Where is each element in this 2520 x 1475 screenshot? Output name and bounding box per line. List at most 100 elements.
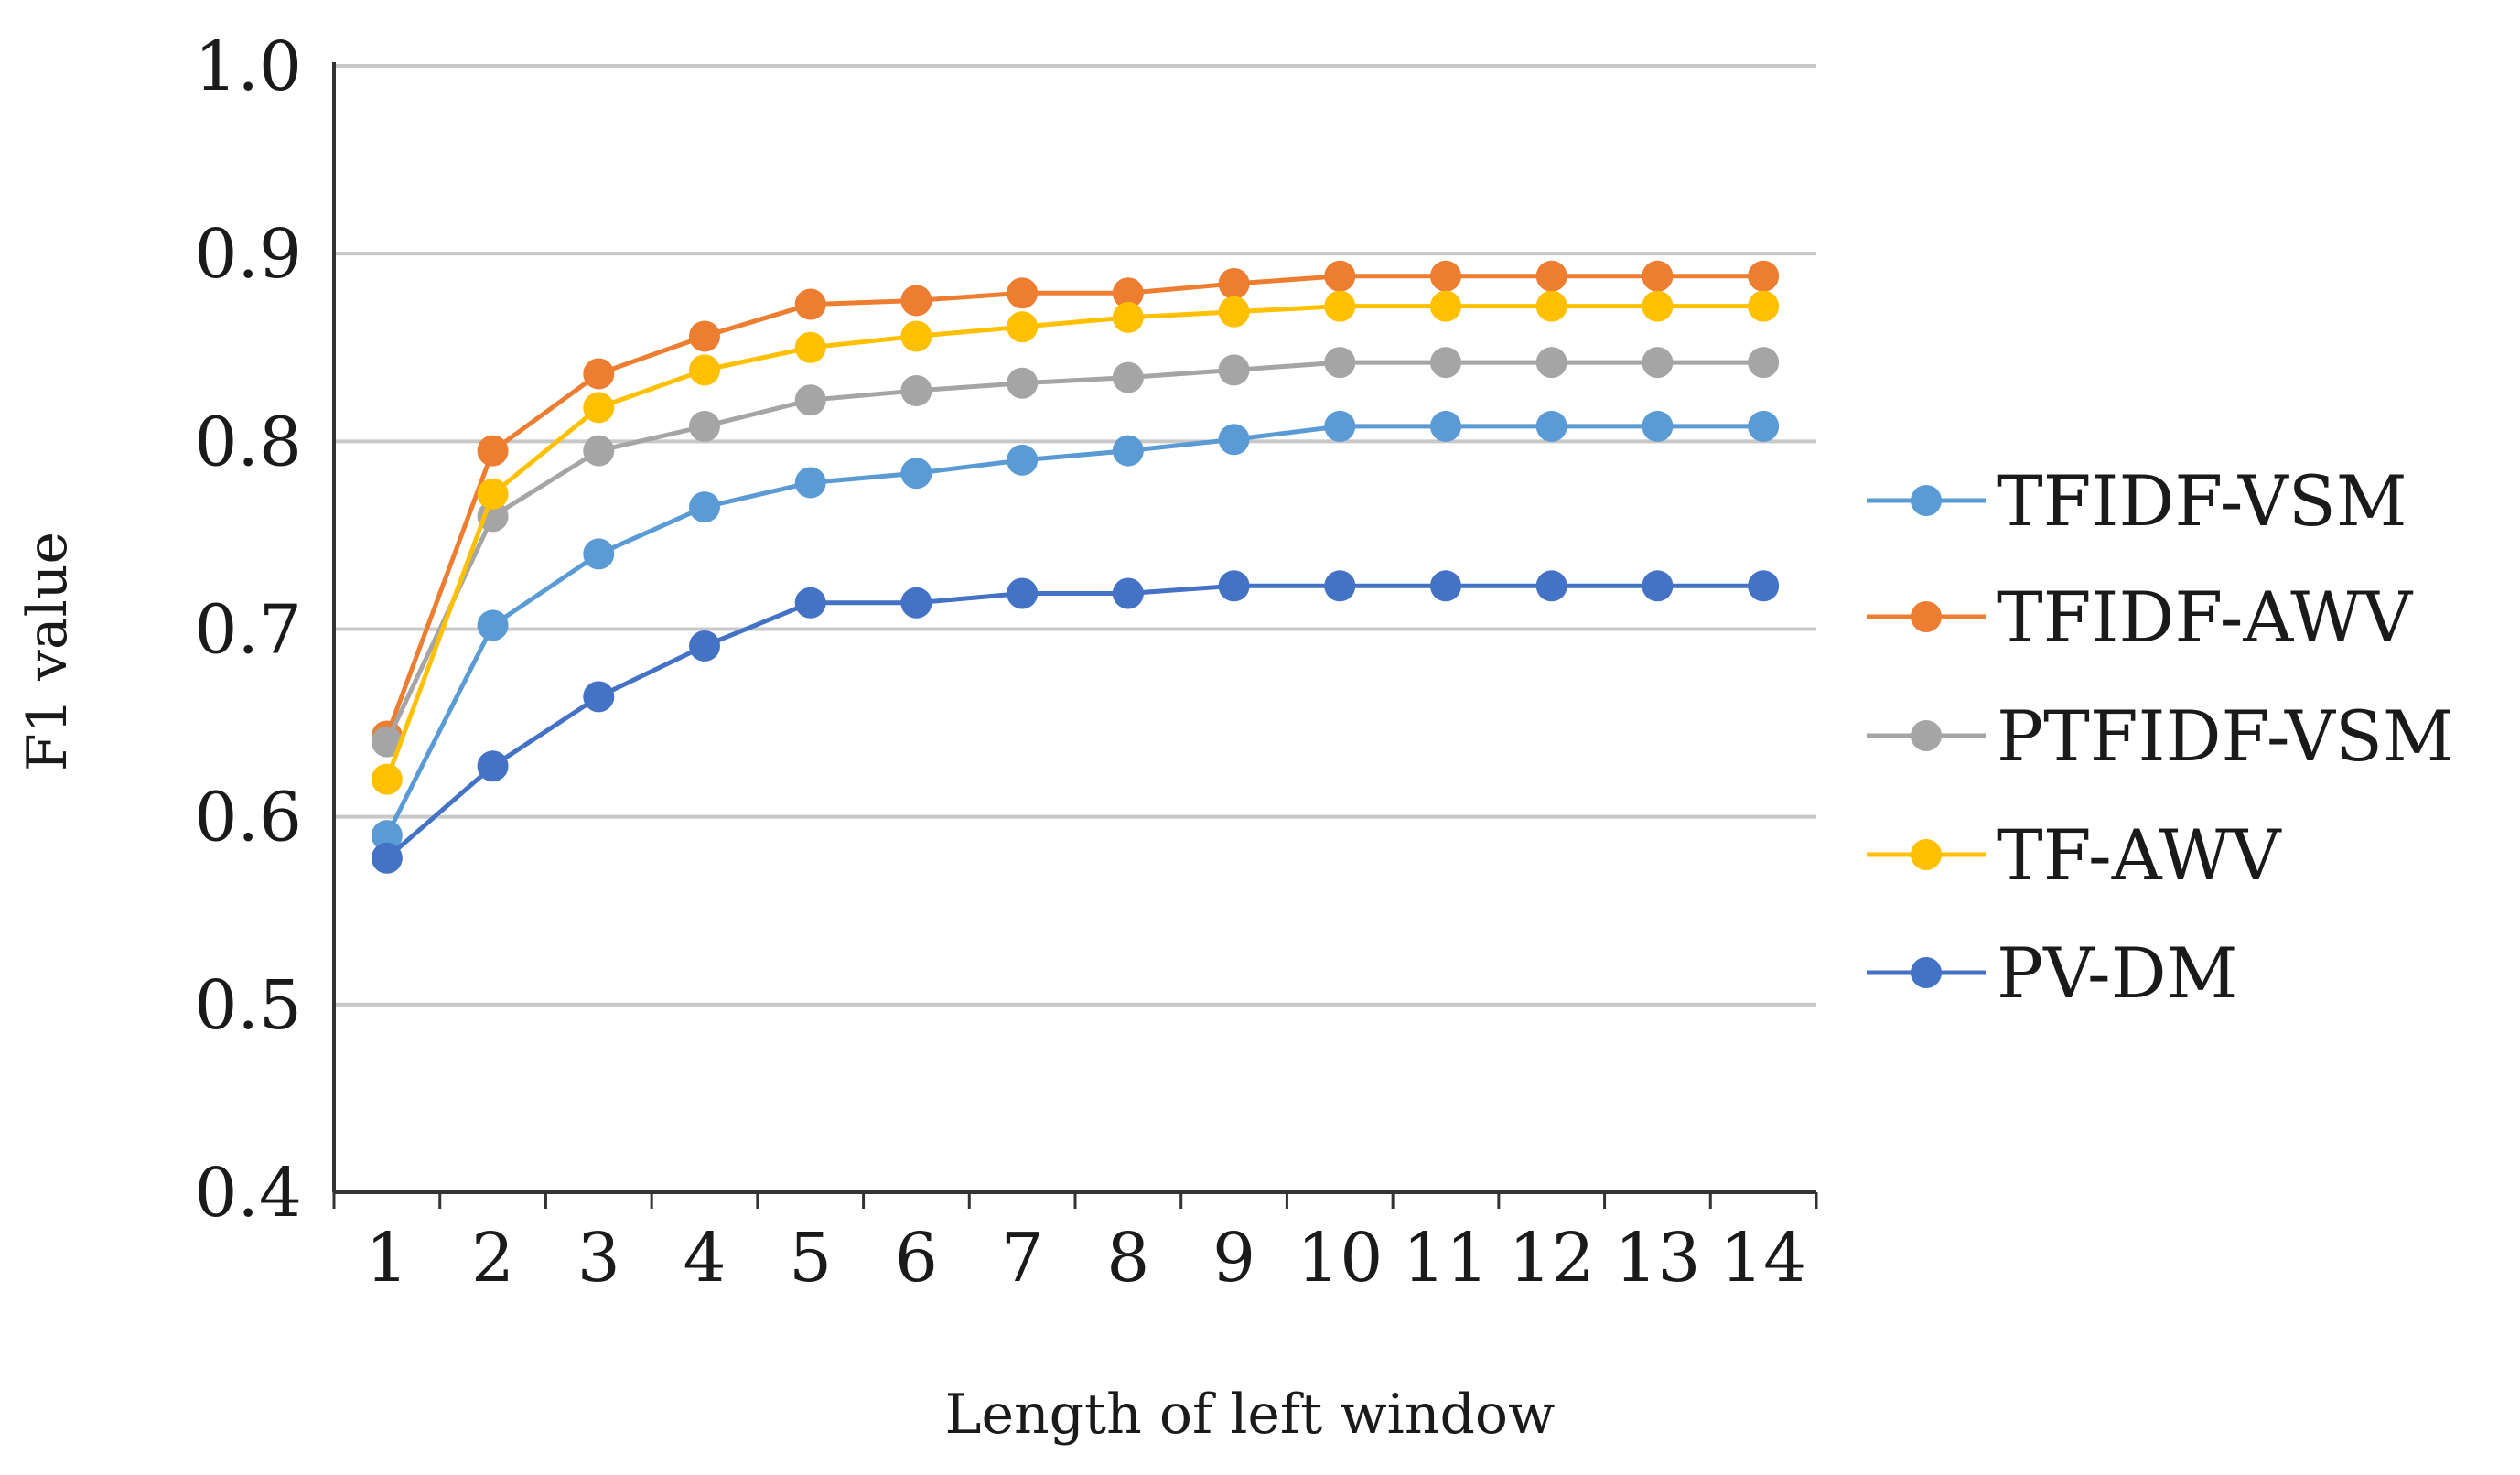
data-point [1218, 354, 1250, 386]
data-point [583, 392, 615, 424]
series-ptfidf-vsm [371, 347, 1780, 758]
x-tick-label: 10 [1297, 1219, 1383, 1297]
data-point [583, 538, 615, 570]
axes [332, 62, 1818, 1209]
data-point [1535, 260, 1567, 292]
legend: TFIDF-VSM TFIDF-AWV PTFIDF-VSM TF-AWV PV-DM [1867, 460, 2454, 1014]
data-point [1007, 577, 1039, 609]
data-point [1642, 347, 1674, 379]
x-tick-label: 4 [683, 1219, 726, 1297]
data-point [1642, 410, 1674, 442]
gridlines [334, 64, 1816, 1007]
x-tick-label: 2 [471, 1219, 514, 1297]
data-point [477, 750, 509, 782]
data-point [794, 331, 826, 363]
y-tick-label: 0.8 [194, 403, 302, 481]
x-tick-label: 8 [1106, 1219, 1149, 1297]
x-tick-label: 14 [1720, 1219, 1806, 1297]
legend-swatch-marker [1911, 957, 1942, 988]
data-point [794, 587, 826, 619]
x-tick-label: 6 [895, 1219, 938, 1297]
series-line [385, 583, 1764, 860]
series-line [384, 360, 1764, 743]
data-point [1112, 435, 1144, 467]
x-tick-label: 7 [1001, 1219, 1044, 1297]
data-point [1007, 444, 1039, 476]
series-tfidf-awv [371, 260, 1780, 752]
legend-swatch-marker [1911, 720, 1942, 751]
data-point [1748, 260, 1780, 292]
data-point [1430, 410, 1461, 442]
data-point [1112, 361, 1144, 393]
y-tick-label: 0.5 [194, 966, 302, 1045]
data-point [689, 491, 720, 523]
data-point [1218, 570, 1250, 602]
series-tf-awv [371, 290, 1780, 795]
data-point [1007, 277, 1039, 309]
x-tick-label: 11 [1403, 1219, 1489, 1297]
data-point [583, 435, 615, 467]
y-tick-label: 0.9 [194, 215, 302, 294]
data-point [1430, 260, 1461, 292]
y-axis-label: F1 value [16, 532, 80, 771]
data-point [477, 609, 509, 641]
data-point [900, 320, 932, 352]
data-point [900, 458, 932, 490]
series-group [371, 260, 1780, 874]
data-point [1642, 570, 1674, 602]
x-axis-label: Length of left window [945, 1383, 1556, 1447]
data-point [1112, 577, 1144, 609]
y-axis-tick-labels: 0.4 0.5 0.6 0.7 0.8 0.9 1.0 [194, 27, 302, 1233]
legend-item: TF-AWV [1867, 814, 2282, 896]
data-point [1218, 267, 1250, 299]
data-point [689, 320, 720, 352]
data-point [900, 285, 932, 317]
legend-label: TFIDF-AWV [1997, 576, 2413, 658]
data-point [1112, 301, 1144, 333]
data-point [689, 354, 720, 386]
data-point [477, 478, 509, 510]
data-point [583, 358, 615, 390]
data-point [1218, 424, 1250, 456]
data-point [1112, 277, 1144, 309]
x-axis-tick-labels: 1 2 3 4 5 6 7 8 9 10 11 12 13 14 [365, 1219, 1806, 1297]
data-point [1748, 410, 1780, 442]
legend-swatch-marker [1911, 839, 1942, 870]
legend-swatch-marker [1911, 601, 1942, 632]
legend-label: TFIDF-VSM [1997, 460, 2407, 542]
legend-swatch-marker [1911, 485, 1942, 516]
data-point [794, 288, 826, 320]
series-line [384, 304, 1764, 781]
data-point [1324, 410, 1356, 442]
data-point [794, 384, 826, 416]
data-point [1748, 290, 1780, 322]
series-pv-dm [371, 570, 1780, 874]
data-point [689, 630, 720, 662]
x-tick-label: 3 [577, 1219, 620, 1297]
data-point [1535, 410, 1567, 442]
data-point [1324, 347, 1356, 379]
data-point [1430, 570, 1461, 602]
data-point [1642, 290, 1674, 322]
legend-item: PV-DM [1867, 932, 2237, 1014]
legend-label: PV-DM [1997, 932, 2237, 1014]
data-point [583, 681, 615, 713]
legend-item: TFIDF-VSM [1867, 460, 2407, 542]
data-point [1430, 290, 1461, 322]
data-point [1218, 296, 1250, 328]
series-line [384, 274, 1764, 738]
data-point [371, 763, 403, 795]
series-line [384, 424, 1764, 837]
data-point [1007, 367, 1039, 399]
series-tfidf-vsm [371, 410, 1780, 852]
data-point [900, 587, 932, 619]
data-point [1535, 290, 1567, 322]
data-point [1748, 347, 1780, 379]
data-point [477, 435, 509, 467]
x-tick-label: 12 [1509, 1219, 1595, 1297]
legend-label: TF-AWV [1997, 814, 2282, 896]
y-tick-label: 0.4 [194, 1154, 302, 1233]
legend-label: PTFIDF-VSM [1997, 695, 2454, 777]
data-point [1324, 260, 1356, 292]
